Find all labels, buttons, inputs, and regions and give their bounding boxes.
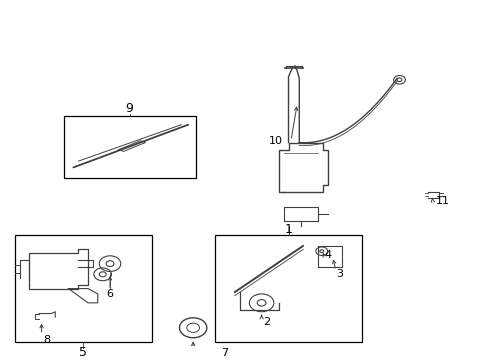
Text: 9: 9 bbox=[125, 102, 133, 115]
Text: 2: 2 bbox=[263, 318, 269, 328]
Text: 6: 6 bbox=[106, 289, 113, 299]
Text: 1: 1 bbox=[284, 223, 292, 236]
Text: 5: 5 bbox=[79, 346, 87, 359]
Bar bbox=[15, 235, 151, 342]
Text: 11: 11 bbox=[435, 196, 448, 206]
Bar bbox=[63, 116, 195, 178]
Text: 4: 4 bbox=[324, 250, 330, 260]
Text: 10: 10 bbox=[269, 136, 283, 146]
Text: 7: 7 bbox=[221, 348, 228, 358]
Text: 3: 3 bbox=[336, 269, 343, 279]
Bar bbox=[215, 235, 361, 342]
Text: 8: 8 bbox=[43, 335, 50, 345]
